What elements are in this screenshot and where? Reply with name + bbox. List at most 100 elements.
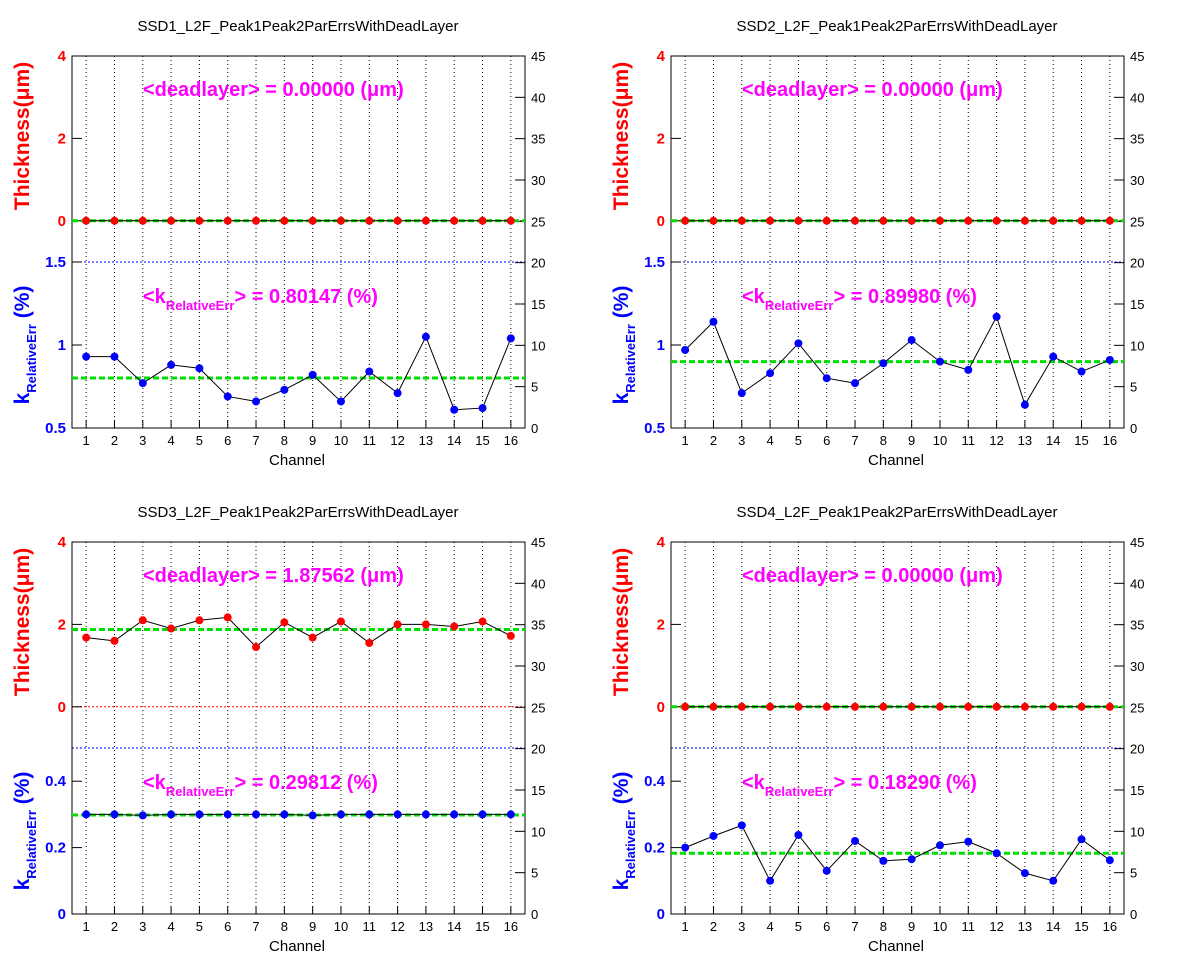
y-axis-label-bottom-sub: RelativeErr xyxy=(623,810,638,879)
data-point-deadlayer xyxy=(252,216,261,225)
data-point-deadlayer xyxy=(709,216,718,225)
tick-label-right: 5 xyxy=(531,380,538,395)
tick-label-right: 35 xyxy=(531,132,545,147)
data-point-krelativeerr xyxy=(964,365,973,374)
tick-label-x: 1 xyxy=(682,919,689,934)
data-point-deadlayer xyxy=(1105,702,1114,711)
tick-label-right: 40 xyxy=(1130,576,1144,591)
tick-label-x: 15 xyxy=(1074,919,1088,934)
tick-label-x: 10 xyxy=(933,919,947,934)
data-point-deadlayer xyxy=(138,216,147,225)
tick-label-top: 2 xyxy=(657,616,665,633)
data-point-deadlayer xyxy=(421,620,430,629)
annotation-krelativeerr-pre: <k xyxy=(742,286,766,308)
data-point-deadlayer xyxy=(709,702,718,711)
data-point-deadlayer xyxy=(1020,216,1029,225)
plot-frame xyxy=(670,55,1125,429)
data-point-krelativeerr xyxy=(138,379,147,388)
data-point-krelativeerr xyxy=(681,345,690,354)
tick-label-x: 15 xyxy=(1074,433,1088,448)
data-point-deadlayer xyxy=(907,702,916,711)
data-point-krelativeerr xyxy=(280,385,289,394)
chart-title: SSD3_L2F_Peak1Peak2ParErrsWithDeadLayer xyxy=(138,504,459,521)
annotation-krelativeerr-post: > = 0.80147 (%) xyxy=(234,286,377,308)
tick-label-x: 8 xyxy=(281,433,288,448)
tick-label-bottom: 0.5 xyxy=(45,420,66,437)
plot-frame xyxy=(71,55,526,429)
tick-label-right: 40 xyxy=(531,576,545,591)
data-point-krelativeerr xyxy=(879,856,888,865)
tick-label-right: 35 xyxy=(1130,132,1144,147)
data-point-krelativeerr xyxy=(879,359,888,368)
data-point-deadlayer xyxy=(1049,702,1058,711)
tick-label-right: 40 xyxy=(1130,90,1144,105)
data-point-deadlayer xyxy=(766,216,775,225)
tick-label-top: 2 xyxy=(58,130,66,147)
tick-label-x: 3 xyxy=(738,919,745,934)
data-point-deadlayer xyxy=(195,616,204,625)
tick-label-x: 12 xyxy=(989,433,1003,448)
data-point-deadlayer xyxy=(935,216,944,225)
data-point-deadlayer xyxy=(737,702,746,711)
data-point-krelativeerr xyxy=(851,836,860,845)
tick-label-right: 30 xyxy=(1130,173,1144,188)
data-point-deadlayer xyxy=(365,638,374,647)
data-point-krelativeerr xyxy=(935,841,944,850)
data-point-krelativeerr xyxy=(450,810,459,819)
tick-label-x: 3 xyxy=(738,433,745,448)
data-point-krelativeerr xyxy=(393,810,402,819)
data-point-krelativeerr xyxy=(992,849,1001,858)
y-axis-label-bottom: kRelativeErr (%) xyxy=(11,286,39,405)
data-point-krelativeerr xyxy=(1049,352,1058,361)
chart-panel-4: SSD4_L2F_Peak1Peak2ParErrsWithDeadLayer 0… xyxy=(610,504,1144,955)
data-point-deadlayer xyxy=(82,633,91,642)
y-axis-label-bottom-unit: (%) xyxy=(11,772,34,811)
chart-panel-3: SSD3_L2F_Peak1Peak2ParErrsWithDeadLayer 0… xyxy=(11,504,545,955)
tick-label-x: 10 xyxy=(334,433,348,448)
y-axis-label-bottom-sub: RelativeErr xyxy=(24,324,39,393)
y-axis-label-top: Thickness(μm) xyxy=(11,548,34,696)
annotation-krelativeerr-post: > = 0.29812 (%) xyxy=(234,772,377,794)
tick-label-right: 10 xyxy=(531,824,545,839)
data-point-deadlayer xyxy=(167,624,176,633)
data-point-deadlayer xyxy=(506,631,515,640)
data-point-deadlayer xyxy=(280,216,289,225)
data-point-deadlayer xyxy=(1020,702,1029,711)
tick-label-top: 4 xyxy=(657,534,666,551)
tick-label-x: 16 xyxy=(504,433,518,448)
tick-label-x: 4 xyxy=(766,919,773,934)
tick-label-x: 4 xyxy=(167,919,174,934)
annotation-krelativeerr-pre: <k xyxy=(143,772,167,794)
data-point-deadlayer xyxy=(1105,216,1114,225)
data-point-krelativeerr xyxy=(766,876,775,885)
tick-label-top: 2 xyxy=(58,616,66,633)
chart-panel-1: SSD1_L2F_Peak1Peak2ParErrsWithDeadLayer 0… xyxy=(11,18,545,469)
tick-label-right: 15 xyxy=(1130,297,1144,312)
tick-label-right: 10 xyxy=(1130,824,1144,839)
tick-label-x: 5 xyxy=(196,919,203,934)
annotation-krelativeerr-pre: <k xyxy=(742,772,766,794)
tick-label-x: 10 xyxy=(933,433,947,448)
data-point-krelativeerr xyxy=(1020,869,1029,878)
tick-label-top: 0 xyxy=(657,699,665,716)
data-point-krelativeerr xyxy=(223,392,232,401)
data-point-krelativeerr xyxy=(822,374,831,383)
tick-label-right: 30 xyxy=(1130,659,1144,674)
data-point-krelativeerr xyxy=(506,334,515,343)
series-line-krelativeerr xyxy=(684,824,1111,882)
tick-label-x: 11 xyxy=(363,433,377,448)
data-point-deadlayer xyxy=(223,216,232,225)
data-point-deadlayer xyxy=(110,216,119,225)
data-point-krelativeerr xyxy=(822,866,831,875)
y-axis-label-bottom-unit: (%) xyxy=(610,772,633,811)
tick-label-right: 20 xyxy=(531,742,545,757)
data-point-deadlayer xyxy=(308,216,317,225)
data-point-krelativeerr xyxy=(421,332,430,341)
data-point-deadlayer xyxy=(964,216,973,225)
tick-label-x: 4 xyxy=(766,433,773,448)
y-axis-label-bottom: kRelativeErr (%) xyxy=(610,286,638,405)
series-line-krelativeerr xyxy=(86,813,511,816)
data-point-krelativeerr xyxy=(935,357,944,366)
data-point-krelativeerr xyxy=(252,810,261,819)
